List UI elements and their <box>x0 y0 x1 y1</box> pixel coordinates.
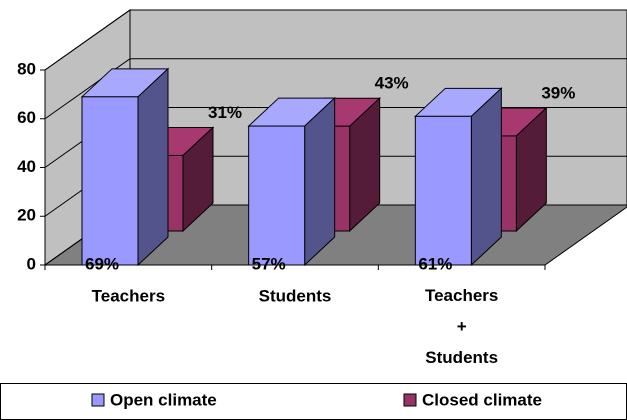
y-tick-label: 60 <box>17 108 36 127</box>
data-label: 39% <box>541 83 575 102</box>
bar <box>248 125 306 266</box>
legend-swatch <box>91 393 105 407</box>
bar <box>414 115 472 266</box>
y-tick-label: 0 <box>27 254 36 273</box>
data-label: 69% <box>85 254 119 273</box>
legend-label: Open climate <box>110 390 217 409</box>
grid-line <box>44 58 627 120</box>
x-tick-label: Students <box>259 286 332 305</box>
data-label: 57% <box>252 254 286 273</box>
y-tick-label: 40 <box>17 157 36 176</box>
legend-label: Closed climate <box>422 390 542 409</box>
bar-side <box>470 87 502 267</box>
bar-side <box>304 96 336 267</box>
y-tick-label: 80 <box>17 59 36 78</box>
data-label: 43% <box>375 74 409 93</box>
y-tick-label: 20 <box>17 206 36 225</box>
data-label: 31% <box>208 103 242 122</box>
bar <box>81 96 139 266</box>
x-tick-label: Teachers <box>92 286 165 305</box>
legend-swatch <box>403 393 417 407</box>
legend <box>0 383 627 420</box>
bar-side <box>137 67 169 267</box>
grid-line <box>44 9 627 71</box>
x-tick-label: Teachers + Students <box>425 286 498 367</box>
data-label: 61% <box>418 254 452 273</box>
